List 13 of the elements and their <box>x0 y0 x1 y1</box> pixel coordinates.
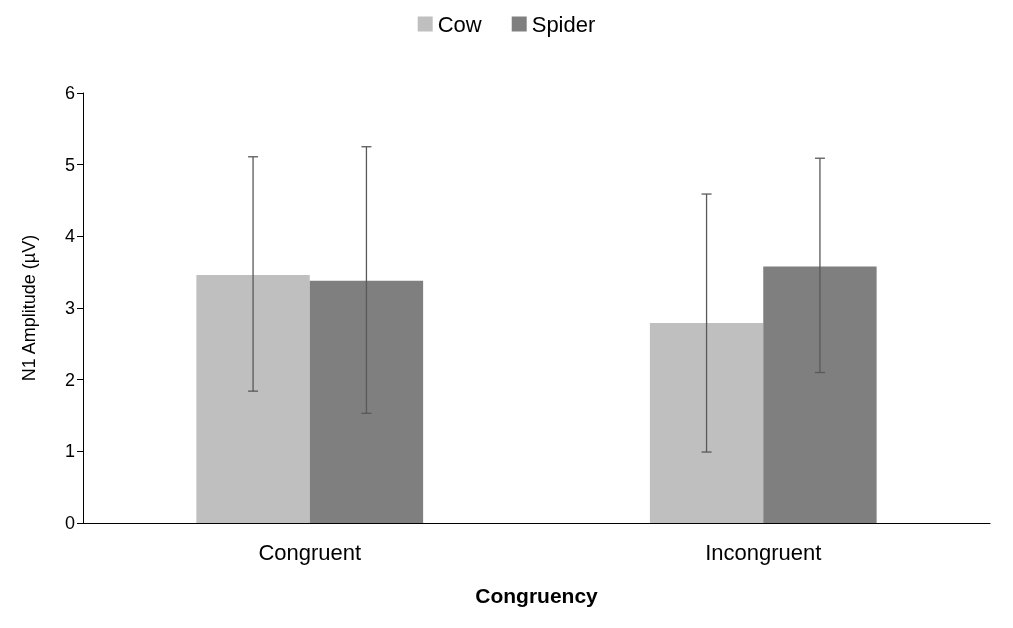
x-tick-label: Incongruent <box>705 539 822 565</box>
y-tick-label: 2 <box>64 369 75 390</box>
y-tick-label: 5 <box>64 154 75 175</box>
legend-label: Spider <box>531 11 596 37</box>
y-tick-label: 4 <box>64 226 75 247</box>
y-tick-label: 6 <box>64 83 75 103</box>
y-tick-label: 0 <box>64 513 75 533</box>
x-axis-title: Congruency <box>475 584 599 607</box>
y-axis-title: N1 Amplitude (µV) <box>19 234 39 382</box>
legend-label: Cow <box>437 11 482 37</box>
y-tick-label: 1 <box>64 441 75 462</box>
x-tick-label: Congruent <box>258 539 362 565</box>
y-tick-label: 3 <box>64 298 75 318</box>
